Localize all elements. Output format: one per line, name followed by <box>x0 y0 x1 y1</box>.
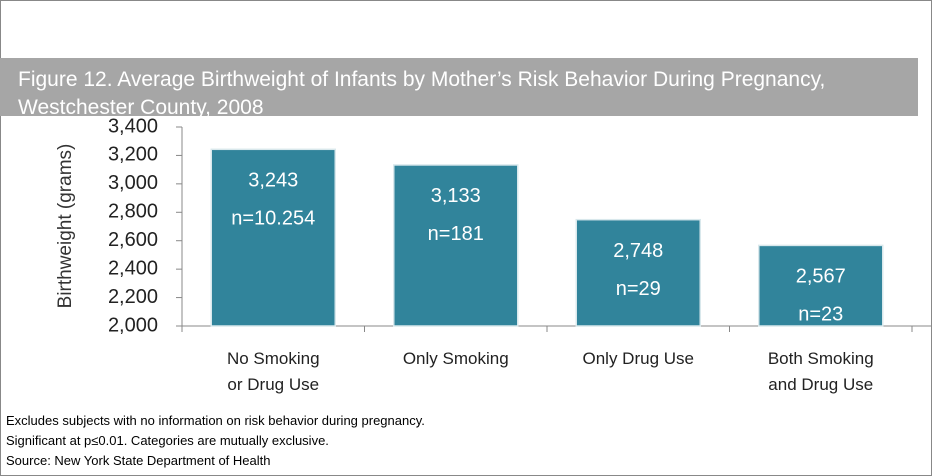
chart-title: Figure 12. Average Birthweight of Infant… <box>0 58 918 119</box>
data-label: 2,567 <box>796 266 846 288</box>
bar <box>758 244 884 327</box>
y-tick-label: 3,400 <box>108 115 158 137</box>
y-tick-label: 2,200 <box>108 286 158 308</box>
n-label: n=23 <box>798 304 843 326</box>
y-tick-label: 2,400 <box>108 257 158 279</box>
x-tick-label: No Smoking or Drug Use <box>226 349 320 394</box>
data-label: 3,133 <box>431 185 481 207</box>
y-tick-label: 2,600 <box>108 229 158 251</box>
n-label: n=29 <box>616 278 661 300</box>
bar <box>393 164 519 327</box>
y-tick-label: 3,200 <box>108 144 158 166</box>
footnote: Excludes subjects with no information on… <box>6 413 425 428</box>
n-label: n=181 <box>428 223 484 245</box>
y-tick-label: 2,800 <box>108 201 158 223</box>
y-axis-label: Birthweight (grams) <box>55 144 76 309</box>
footnote: Significant at p≤0.01. Categories are mu… <box>6 433 329 448</box>
x-tick-label: Only Smoking <box>402 349 509 368</box>
x-tick-label: Both Smoking and Drug Use <box>767 349 874 394</box>
n-label: n=10.254 <box>231 208 315 230</box>
y-tick-label: 3,000 <box>108 172 158 194</box>
data-label: 2,748 <box>613 240 663 262</box>
footnote: Source: New York State Department of Hea… <box>6 453 271 468</box>
bar <box>575 218 701 327</box>
x-tick-label: Only Drug Use <box>582 349 694 368</box>
y-tick-label: 2,000 <box>108 314 158 336</box>
bar <box>210 148 336 327</box>
data-label: 3,243 <box>248 170 298 192</box>
